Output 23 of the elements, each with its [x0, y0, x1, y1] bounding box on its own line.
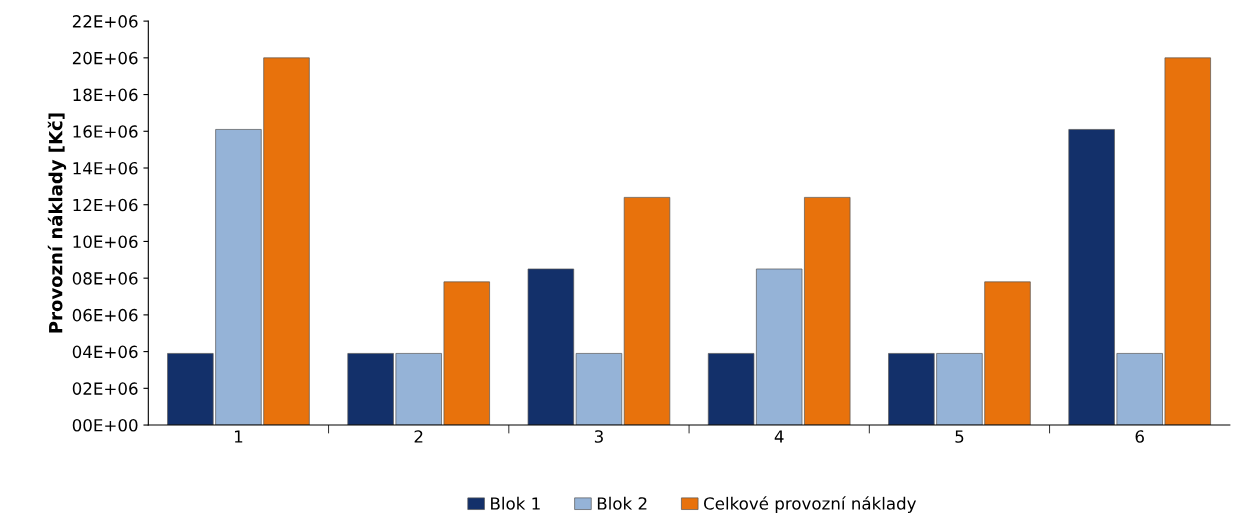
y-tick-label: 18E+06 — [73, 88, 138, 102]
x-tick-label: 2 — [414, 430, 423, 443]
y-tick-label: 02E+06 — [72, 382, 138, 395]
x-tick-label: 4 — [774, 430, 784, 443]
y-tick-label: 14E+06 — [73, 161, 138, 175]
legend-label: Celkové provozní náklady — [704, 496, 917, 513]
x-tick-label: 6 — [1135, 430, 1144, 443]
bar — [623, 197, 671, 426]
y-tick-label: 04E+06 — [72, 345, 138, 359]
x-tick-label: 3 — [594, 430, 603, 443]
x-tick-label: 1 — [234, 430, 243, 443]
y-tick-label: 00E+00 — [72, 419, 138, 432]
y-tick-label: 08E+06 — [72, 272, 138, 285]
legend-label: Blok 1 — [491, 496, 540, 510]
y-tick-label: 12E+06 — [73, 198, 138, 212]
y-tick-label: 20E+06 — [72, 51, 138, 65]
legend-label: Blok 2 — [597, 496, 647, 510]
y-tick-label: 16E+06 — [73, 125, 138, 138]
y-tick-label: 10E+06 — [73, 235, 138, 249]
y-axis-title: Provozní náklady [Kč] — [47, 113, 67, 333]
y-tick-label: 06E+06 — [72, 308, 138, 322]
x-tick-label: 5 — [955, 430, 964, 443]
y-tick-label: 22E+06 — [72, 15, 138, 28]
